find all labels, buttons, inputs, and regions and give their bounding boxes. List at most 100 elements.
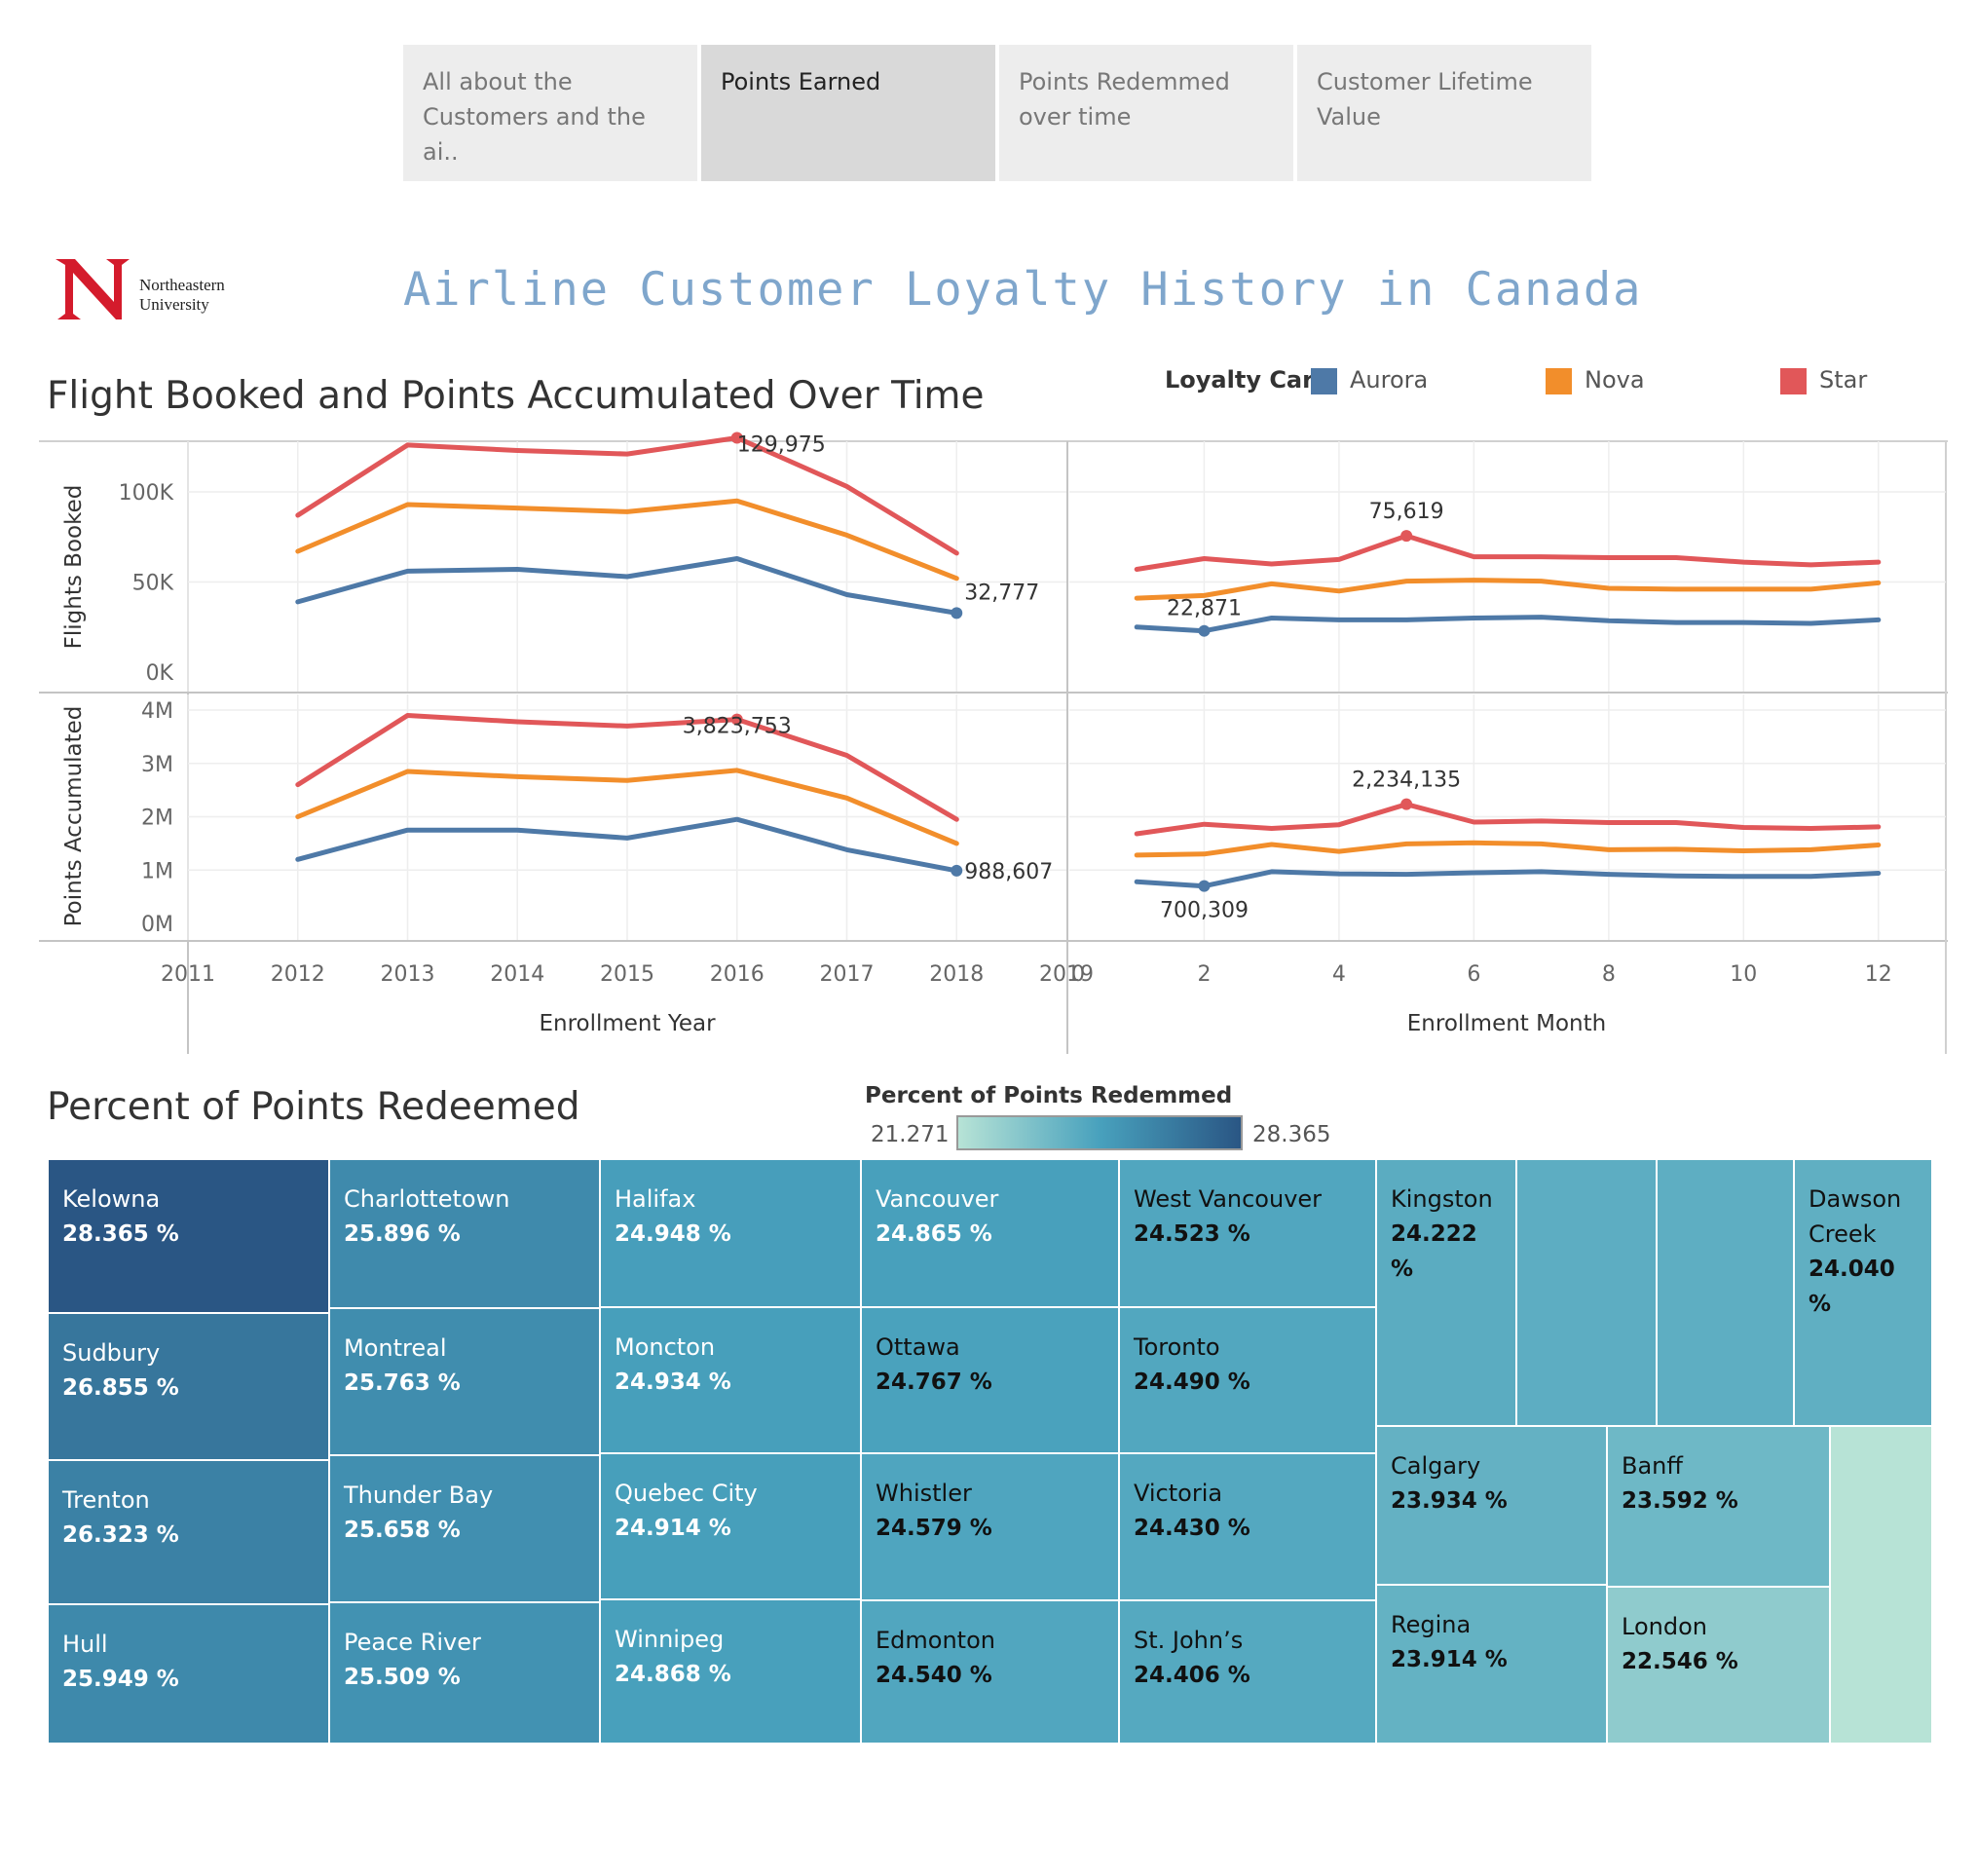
treemap-cell-trenton[interactable]: Trenton 26.323 % [48, 1460, 329, 1604]
x-tick-label-month: 4 [1332, 962, 1346, 987]
treemap-cell-vancouver[interactable]: Vancouver 24.865 % [861, 1159, 1119, 1307]
y-tick-label: 0M [141, 913, 173, 937]
tab-points-earned[interactable]: Points Earned [701, 45, 995, 181]
northeastern-logo: Northeastern University [56, 259, 225, 319]
x-tick-label-year: 2017 [820, 962, 875, 987]
treemap-cell-name: Vancouver [876, 1185, 999, 1213]
treemap-cell-dawson-creek[interactable]: Dawson Creek 24.040 % [1794, 1159, 1932, 1426]
treemap-cell-toronto[interactable]: Toronto 24.490 % [1119, 1307, 1376, 1453]
treemap-cell-hull[interactable]: Hull 25.949 % [48, 1604, 329, 1744]
x-axis-title-year: Enrollment Year [539, 1011, 716, 1036]
tab-points-redeemed[interactable]: Points Redemmed over time [999, 45, 1293, 181]
x-tick-label-year: 2018 [929, 962, 984, 987]
x-tick-label-month: 6 [1467, 962, 1480, 987]
treemap-cell-montreal[interactable]: Montreal 25.763 % [329, 1308, 600, 1455]
treemap-cell-halifax[interactable]: Halifax 24.948 % [600, 1159, 861, 1307]
treemap-cell-moncton[interactable]: Moncton 24.934 % [600, 1307, 861, 1453]
legend-label-star: Star [1819, 366, 1868, 394]
treemap-cell-whistler[interactable]: Whistler 24.579 % [861, 1453, 1119, 1600]
legend-title: Loyalty Card [1165, 366, 1331, 394]
treemap-cell-edmonton[interactable]: Edmonton 24.540 % [861, 1600, 1119, 1744]
treemap-cell-ottawa[interactable]: Ottawa 24.767 % [861, 1307, 1119, 1453]
treemap-cell-name: Charlottetown [344, 1185, 510, 1213]
treemap-cell-unlabeled-28[interactable] [1830, 1426, 1932, 1744]
legend-label-nova: Nova [1585, 366, 1645, 394]
treemap-cell-name: Banff [1622, 1452, 1683, 1480]
annotation-label: 32,777 [964, 581, 1039, 605]
annotation-point [951, 864, 963, 877]
treemap-cell-percent: 25.509 % [344, 1665, 461, 1690]
treemap-cell-london[interactable]: London 22.546 % [1607, 1587, 1830, 1744]
treemap-cell-charlottetown[interactable]: Charlottetown 25.896 % [329, 1159, 600, 1308]
treemap-cell-percent: 24.540 % [876, 1663, 992, 1688]
series-line-aurora [1134, 615, 1882, 634]
treemap-cell-unlabeled-22[interactable] [1657, 1159, 1794, 1426]
treemap-cell-name: St. John’s [1134, 1627, 1244, 1654]
series-line-nova [1134, 840, 1882, 858]
treemap-cell-percent: 24.040 % [1809, 1257, 1895, 1317]
treemap-title: Percent of Points Redeemed [47, 1085, 580, 1129]
y-axis-title-points: Points Accumulated [61, 706, 87, 927]
treemap-cell-percent: 23.592 % [1622, 1488, 1738, 1514]
y-tick-label: 0K [146, 661, 174, 686]
treemap-cell-thunder-bay[interactable]: Thunder Bay 25.658 % [329, 1455, 600, 1602]
treemap-cell-name: Moncton [615, 1333, 716, 1361]
treemap-cell-name: Edmonton [876, 1627, 995, 1654]
annotation-label: 700,309 [1160, 899, 1249, 923]
treemap-cell-sudbury[interactable]: Sudbury 26.855 % [48, 1313, 329, 1460]
tab-label: Points Earned [721, 68, 881, 95]
treemap-cell-name: London [1622, 1613, 1707, 1640]
treemap-cell-percent: 24.222 % [1391, 1221, 1477, 1282]
treemap-cell-winnipeg[interactable]: Winnipeg 24.868 % [600, 1599, 861, 1744]
series-line-nova [295, 768, 959, 846]
treemap-cell-name: Calgary [1391, 1452, 1481, 1480]
line-chart: Flights Booked Points Accumulated Enrollme… [39, 431, 1948, 1054]
treemap-cell-name: Hull [62, 1631, 108, 1658]
tab-customer-lifetime-value[interactable]: Customer Lifetime Value [1297, 45, 1591, 181]
annotation-point [1400, 798, 1413, 810]
treemap-cell-name: Whistler [876, 1480, 972, 1507]
treemap-cell-quebec-city[interactable]: Quebec City 24.914 % [600, 1453, 861, 1599]
treemap-cell-percent: 23.914 % [1391, 1647, 1508, 1672]
treemap-cell-percent: 24.406 % [1134, 1663, 1250, 1688]
x-tick-label-year: 2012 [271, 962, 325, 987]
treemap-cell-name: Peace River [344, 1629, 481, 1656]
x-tick-label-year: 2013 [381, 962, 435, 987]
legend-swatch-nova [1546, 368, 1572, 394]
treemap-cell-name: Kelowna [62, 1185, 161, 1213]
x-axis-title-month: Enrollment Month [1407, 1011, 1606, 1036]
treemap-cell-percent: 25.763 % [344, 1370, 461, 1396]
x-tick-label-month: 10 [1730, 962, 1757, 987]
treemap-cell-banff[interactable]: Banff 23.592 % [1607, 1426, 1830, 1587]
series-line-star [1134, 533, 1882, 572]
y-tick-label: 3M [141, 753, 173, 777]
treemap-cell-percent: 24.430 % [1134, 1516, 1250, 1541]
treemap-cell-percent: 24.490 % [1134, 1369, 1250, 1395]
series-line-star [295, 435, 959, 556]
treemap-cell-calgary[interactable]: Calgary 23.934 % [1376, 1426, 1607, 1585]
color-legend-gradient [956, 1115, 1243, 1150]
treemap-cell-kelowna[interactable]: Kelowna 28.365 % [48, 1159, 329, 1313]
treemap-cell-st-john-s[interactable]: St. John’s 24.406 % [1119, 1600, 1376, 1744]
treemap-cell-name: Trenton [62, 1486, 150, 1514]
logo-line1: Northeastern [139, 276, 225, 294]
treemap-cell-kingston[interactable]: Kingston 24.222 % [1376, 1159, 1516, 1426]
treemap-cell-unlabeled-21[interactable] [1516, 1159, 1657, 1426]
x-tick-label-year: 2019 [1039, 962, 1094, 987]
treemap-cell-regina[interactable]: Regina 23.914 % [1376, 1585, 1607, 1744]
series-line-nova [295, 498, 959, 582]
y-tick-label: 1M [141, 859, 173, 883]
tab-customers[interactable]: All about the Customers and the ai.. [403, 45, 697, 181]
treemap-cell-percent: 24.865 % [876, 1221, 992, 1247]
annotation-label: 129,975 [737, 433, 826, 458]
treemap-cell-west-vancouver[interactable]: West Vancouver 24.523 % [1119, 1159, 1376, 1307]
treemap-cell-victoria[interactable]: Victoria 24.430 % [1119, 1453, 1376, 1600]
treemap-cell-peace-river[interactable]: Peace River 25.509 % [329, 1602, 600, 1744]
treemap-cell-percent: 25.896 % [344, 1221, 461, 1247]
annotation-label: 988,607 [964, 860, 1053, 884]
treemap-cell-name: Ottawa [876, 1333, 960, 1361]
treemap-cell-name: Montreal [344, 1334, 447, 1362]
treemap-cell-percent: 25.658 % [344, 1518, 461, 1543]
treemap-cell-name: Regina [1391, 1611, 1472, 1638]
y-tick-label: 2M [141, 807, 173, 831]
